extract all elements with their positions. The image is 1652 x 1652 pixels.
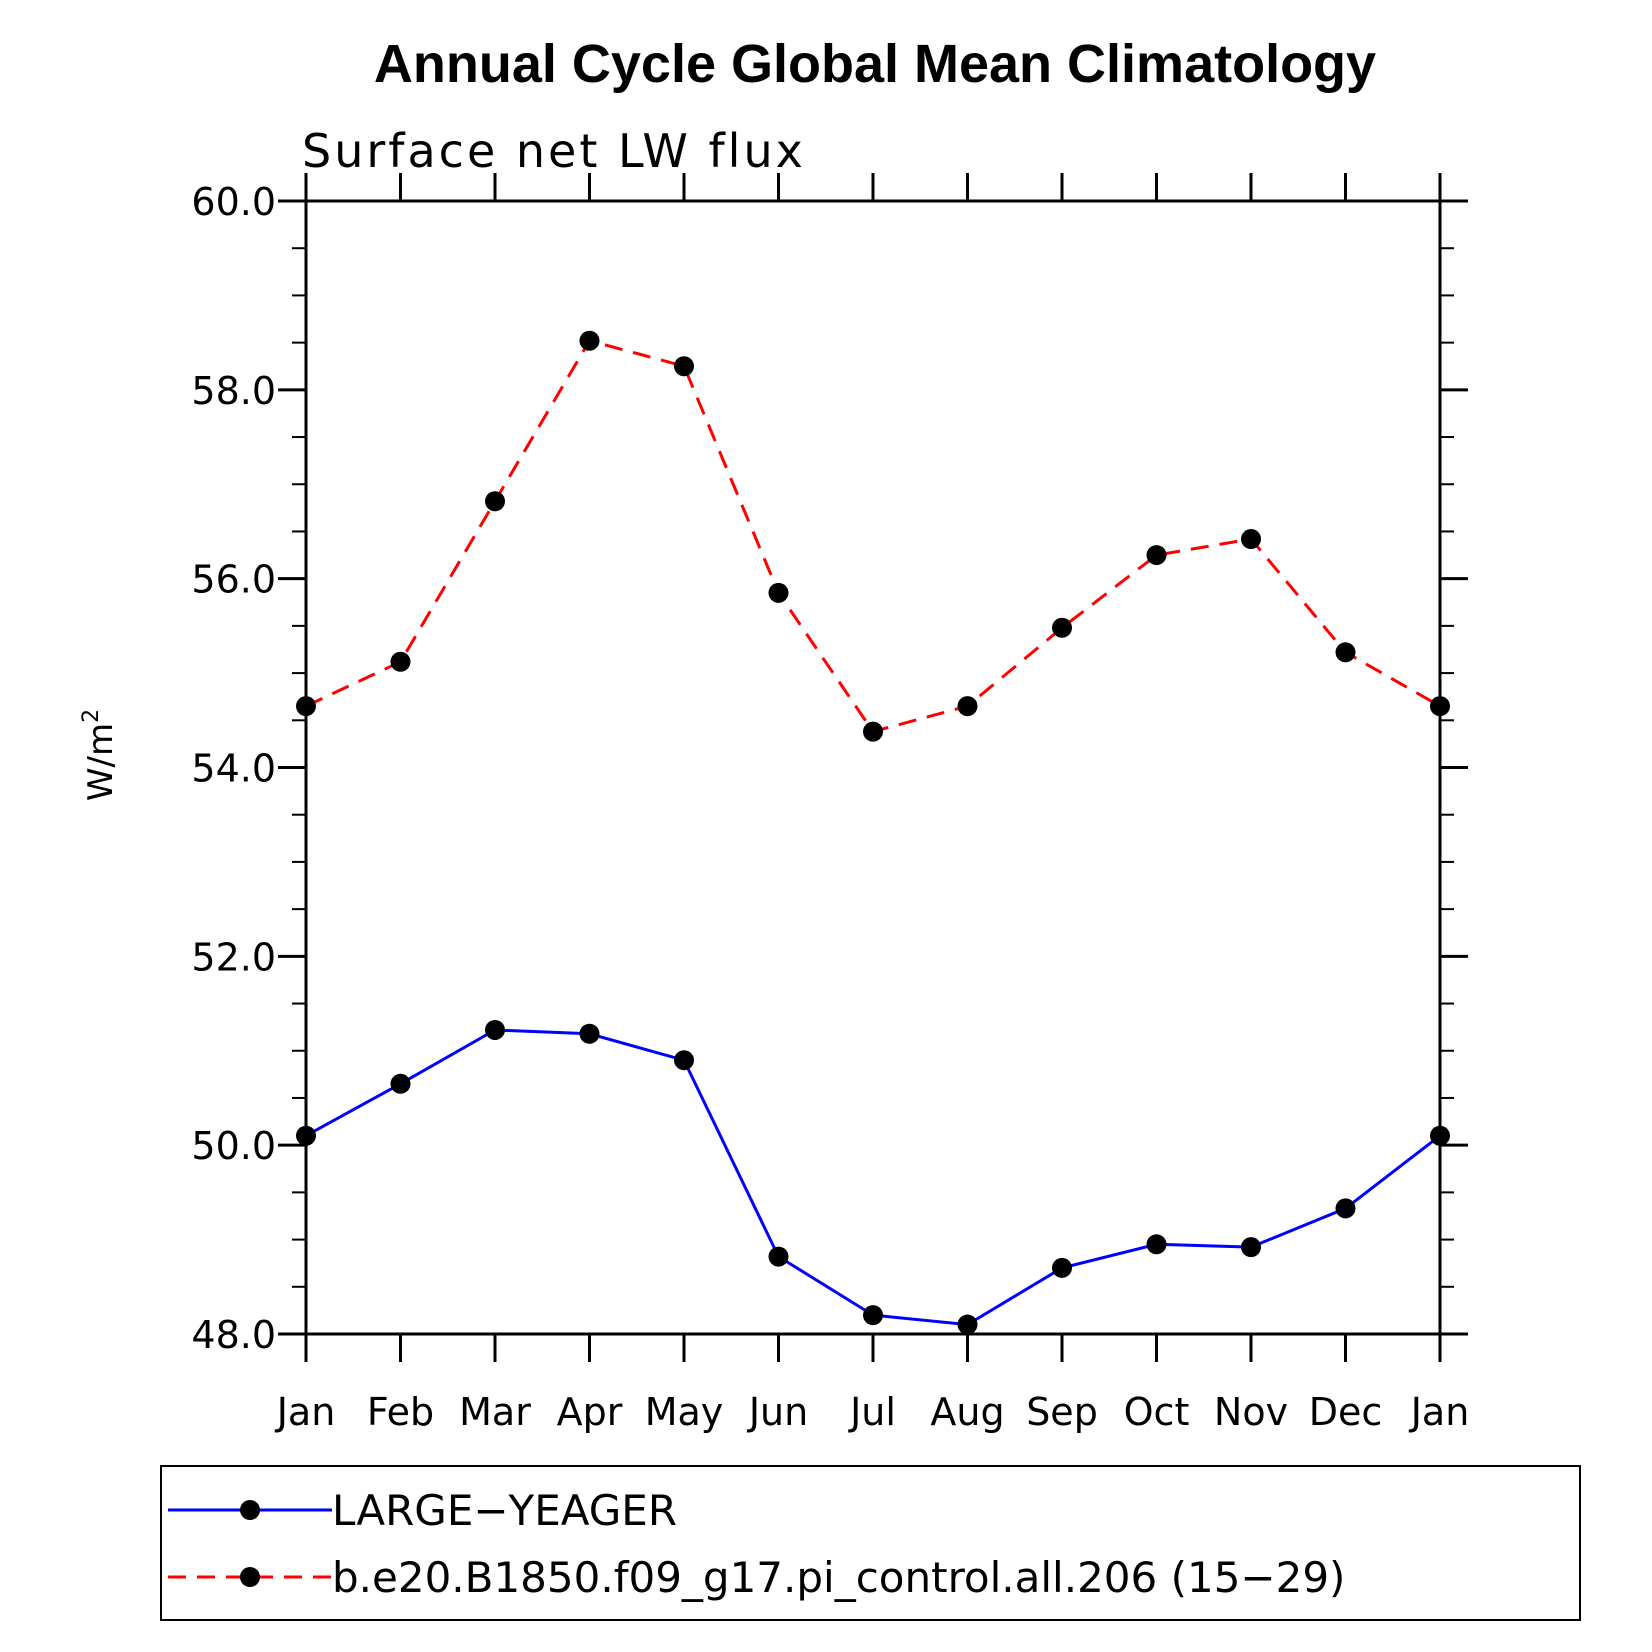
y-tick-label: 58.0 (191, 369, 276, 413)
series-line-0 (305, 1028, 1441, 1327)
series-0-point (1335, 1198, 1356, 1219)
series-1-point (1052, 617, 1072, 638)
svg-text:W/m2: W/m2 (79, 709, 121, 801)
x-tick-label: Dec (1309, 1390, 1383, 1434)
series-0-point (579, 1023, 600, 1044)
series-0-point (674, 1050, 694, 1071)
axis-ticks (278, 173, 1468, 1362)
x-tick-label: Aug (930, 1390, 1004, 1434)
x-tick-label: Apr (557, 1390, 623, 1434)
plot-frame (304, 199, 1442, 1336)
series-0-point (1430, 1125, 1450, 1146)
series-0-point (768, 1246, 789, 1267)
series-1-point (485, 491, 505, 512)
x-tick-label: Mar (459, 1390, 531, 1434)
series-1-point (957, 696, 978, 717)
legend-label-large-yeager: LARGE−YEAGER (332, 1486, 677, 1535)
x-tick-labels: Jan Feb Mar Apr May Jun Jul Aug Sep Oct Nov Dec Jan (275, 1390, 1470, 1434)
y-tick-label: 48.0 (191, 1313, 276, 1357)
legend-marker-pi-control (240, 1567, 260, 1587)
x-tick-label: May (645, 1390, 724, 1434)
series-0-point (296, 1125, 316, 1146)
x-tick-label: Oct (1124, 1390, 1190, 1434)
series-1-point (1430, 696, 1450, 717)
x-tick-label: Jul (848, 1390, 896, 1434)
y-axis-label-superscript: 2 (79, 709, 104, 723)
y-tick-label: 50.0 (191, 1124, 276, 1168)
series-1-point (390, 651, 411, 672)
series-0-point (1241, 1237, 1261, 1258)
series-0-point (1052, 1257, 1072, 1278)
series-1-point (863, 721, 883, 742)
series-0-point (390, 1073, 411, 1094)
y-tick-label: 54.0 (191, 747, 276, 791)
x-tick-label: Sep (1026, 1390, 1098, 1434)
y-tick-labels: 48.0 50.0 52.0 54.0 56.0 58.0 60.0 (191, 180, 276, 1357)
y-tick-label: 56.0 (191, 558, 276, 602)
chart-title: Annual Cycle Global Mean Climatology (374, 34, 1376, 94)
series-1-point (296, 696, 316, 717)
series-1-point (1335, 642, 1356, 663)
series-1-point (1146, 545, 1167, 566)
series-1-point (674, 356, 694, 377)
x-tick-label: Jan (1409, 1390, 1470, 1434)
legend-box (160, 1465, 1581, 1621)
x-tick-label: Feb (367, 1390, 434, 1434)
legend-label-pi-control: b.e20.B1850.f09_g17.pi_control.all.206 (… (332, 1553, 1345, 1602)
chart-subtitle: Surface net LW flux (302, 124, 806, 178)
y-tick-label: 52.0 (191, 935, 276, 979)
y-axis-label-base: W/m (81, 723, 121, 801)
series-0-point (863, 1305, 883, 1326)
x-tick-label: Jun (747, 1390, 808, 1434)
series-1-point (1241, 529, 1261, 550)
series-line-1 (305, 338, 1441, 734)
legend-marker-large-yeager (240, 1500, 260, 1520)
series-1-point (768, 582, 789, 603)
legend: LARGE−YEAGER b.e20.B1850.f09_g17.pi_cont… (160, 1465, 1581, 1621)
series-0-point (957, 1314, 978, 1335)
series-1-point (579, 330, 600, 351)
series-0-point (1146, 1234, 1167, 1255)
y-axis-label: W/m2 (79, 709, 121, 801)
series-0-point (485, 1019, 505, 1040)
x-tick-label: Jan (275, 1390, 336, 1434)
y-tick-label: 60.0 (191, 180, 276, 224)
x-tick-label: Nov (1214, 1390, 1288, 1434)
series-layer (296, 330, 1450, 1335)
